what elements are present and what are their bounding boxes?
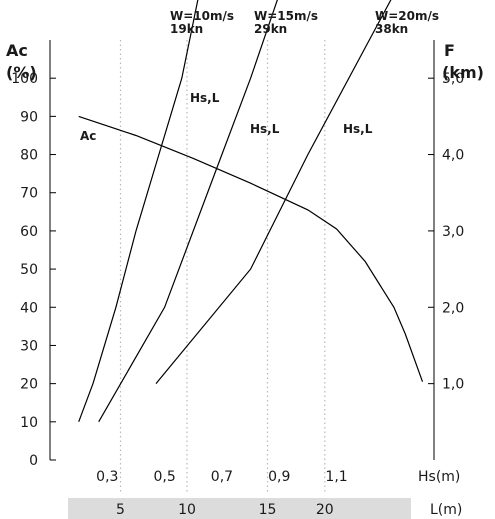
hs-l-label-20: Hs,L <box>343 122 373 136</box>
ac-curve-label: Ac <box>80 129 96 143</box>
l-tick-label-3: 20 <box>316 502 334 518</box>
hs-l-curve-2 <box>98 0 278 423</box>
x-tick-label-0: 0,3 <box>96 469 118 485</box>
wind-label-20-knots: 38kn <box>375 22 408 36</box>
l-tick-label-1: 10 <box>178 502 196 518</box>
l-axis-band <box>68 498 411 519</box>
l-axis-label: L(m) <box>430 502 462 518</box>
wind-label-10-knots: 19kn <box>170 22 203 36</box>
left-tick-label-8: 80 <box>20 148 38 164</box>
l-tick-label-0: 5 <box>116 502 125 518</box>
hs-l-label-10: Hs,L <box>190 91 220 105</box>
right-tick-label-1: 2,0 <box>442 300 464 316</box>
hs-l-label-15: Hs,L <box>250 122 280 136</box>
tick-labels: 5 10 15 20 0 10 20 30 40 50 60 70 80 90 100 1,0 2,0 3,0 4,… <box>11 71 464 518</box>
left-tick-label-4: 40 <box>20 300 38 316</box>
left-tick-label-0: 0 <box>29 453 38 469</box>
x-axis-label: Hs(m) <box>418 469 460 485</box>
l-tick-label-2: 15 <box>259 502 277 518</box>
ac-curve <box>78 115 424 382</box>
left-tick-label-7: 70 <box>20 186 38 202</box>
wind-label-15-speed: W=15m/s <box>254 9 318 23</box>
left-tick-label-10: 100 <box>11 71 38 87</box>
plot-frame <box>49 40 435 460</box>
wind-label-15-knots: 29kn <box>254 22 287 36</box>
left-tick-label-6: 60 <box>20 224 38 240</box>
wind-label-20-speed: W=20m/s <box>375 9 439 23</box>
grid-lines <box>50 40 434 492</box>
hs-l-curve-3 <box>155 0 392 384</box>
x-tick-label-3: 0,9 <box>268 469 290 485</box>
left-tick-label-5: 50 <box>20 262 38 278</box>
l-axis-band-rect <box>68 498 411 519</box>
right-tick-label-0: 1,0 <box>442 377 464 393</box>
right-axis-title-line1: F <box>444 41 455 60</box>
x-tick-label-1: 0,5 <box>153 469 175 485</box>
right-axis-title-line2: (km) <box>442 63 484 82</box>
left-tick-label-1: 10 <box>20 415 38 431</box>
left-tick-label-9: 90 <box>20 109 38 125</box>
left-axis-title-line1: Ac <box>6 41 28 60</box>
hs-l-curve-1 <box>78 0 199 423</box>
x-tick-label-4: 1,1 <box>325 469 347 485</box>
left-tick-label-3: 30 <box>20 338 38 354</box>
x-tick-label-2: 0,7 <box>211 469 233 485</box>
left-axis-title-line2: (%) <box>6 63 37 82</box>
wind-label-10-speed: W=10m/s <box>170 9 234 23</box>
right-tick-label-2: 3,0 <box>442 224 464 240</box>
curves <box>78 0 424 423</box>
right-tick-label-4: 5,0 <box>442 71 464 87</box>
left-tick-label-2: 20 <box>20 377 38 393</box>
right-tick-label-3: 4,0 <box>442 148 464 164</box>
